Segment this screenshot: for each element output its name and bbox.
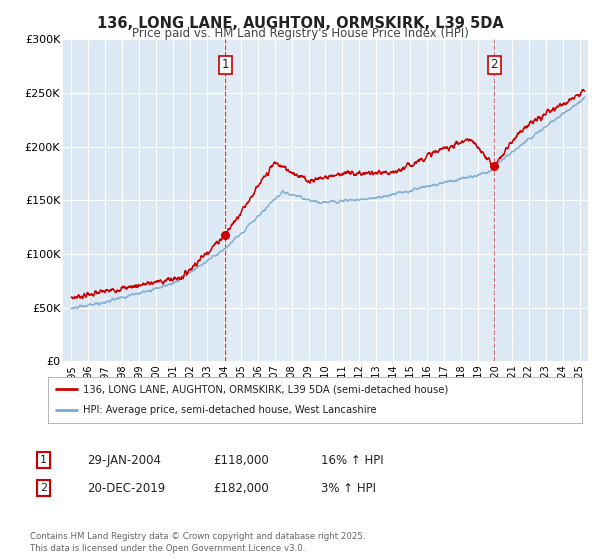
Text: 2: 2: [491, 58, 498, 72]
Text: 3% ↑ HPI: 3% ↑ HPI: [321, 482, 376, 495]
Text: 20-DEC-2019: 20-DEC-2019: [87, 482, 165, 495]
Text: 136, LONG LANE, AUGHTON, ORMSKIRK, L39 5DA: 136, LONG LANE, AUGHTON, ORMSKIRK, L39 5…: [97, 16, 503, 31]
Text: Price paid vs. HM Land Registry's House Price Index (HPI): Price paid vs. HM Land Registry's House …: [131, 27, 469, 40]
Bar: [225, 39, 494, 361]
Text: 136, LONG LANE, AUGHTON, ORMSKIRK, L39 5DA (semi-detached house): 136, LONG LANE, AUGHTON, ORMSKIRK, L39 5…: [83, 384, 448, 394]
Text: HPI: Average price, semi-detached house, West Lancashire: HPI: Average price, semi-detached house,…: [83, 405, 376, 416]
Text: Contains HM Land Registry data © Crown copyright and database right 2025.
This d: Contains HM Land Registry data © Crown c…: [30, 533, 365, 553]
Text: 29-JAN-2004: 29-JAN-2004: [87, 454, 161, 467]
Text: 2: 2: [40, 483, 47, 493]
Text: 16% ↑ HPI: 16% ↑ HPI: [321, 454, 383, 467]
Text: 1: 1: [221, 58, 229, 72]
Text: £182,000: £182,000: [213, 482, 269, 495]
Text: 1: 1: [40, 455, 47, 465]
Text: £118,000: £118,000: [213, 454, 269, 467]
